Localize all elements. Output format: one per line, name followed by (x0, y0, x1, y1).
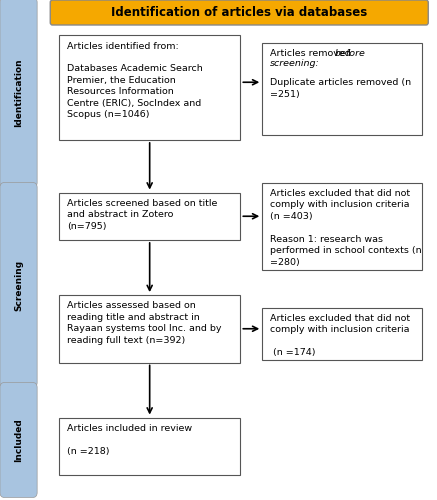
Text: Articles screened based on title
and abstract in Zotero
(n=795): Articles screened based on title and abs… (67, 199, 217, 231)
Text: Included: Included (14, 418, 23, 462)
FancyBboxPatch shape (50, 0, 428, 25)
Text: Articles assessed based on
reading title and abstract in
Rayaan systems tool Inc: Articles assessed based on reading title… (67, 302, 222, 345)
FancyBboxPatch shape (0, 382, 37, 498)
Text: screening:: screening: (270, 60, 320, 68)
Text: Identification: Identification (14, 58, 23, 127)
FancyBboxPatch shape (262, 308, 422, 360)
Text: Duplicate articles removed (n
=251): Duplicate articles removed (n =251) (270, 78, 411, 99)
FancyBboxPatch shape (59, 295, 240, 362)
Text: Screening: Screening (14, 260, 23, 310)
Text: Articles excluded that did not
comply with inclusion criteria

 (n =174): Articles excluded that did not comply wi… (270, 314, 410, 358)
FancyBboxPatch shape (0, 182, 37, 388)
FancyBboxPatch shape (0, 0, 37, 188)
Text: Articles included in review

(n =218): Articles included in review (n =218) (67, 424, 192, 456)
Text: Articles excluded that did not
comply with inclusion criteria
(n =403)

Reason 1: Articles excluded that did not comply wi… (270, 189, 422, 266)
Text: Articles identified from:

Databases Academic Search
Premier, the Education
Reso: Articles identified from: Databases Acad… (67, 42, 203, 119)
FancyBboxPatch shape (262, 42, 422, 135)
FancyBboxPatch shape (262, 182, 422, 270)
FancyBboxPatch shape (59, 192, 240, 240)
Text: Articles removed: Articles removed (270, 49, 354, 58)
Text: before: before (335, 49, 366, 58)
FancyBboxPatch shape (59, 35, 240, 140)
Text: Identification of articles via databases: Identification of articles via databases (111, 6, 368, 19)
FancyBboxPatch shape (59, 418, 240, 475)
